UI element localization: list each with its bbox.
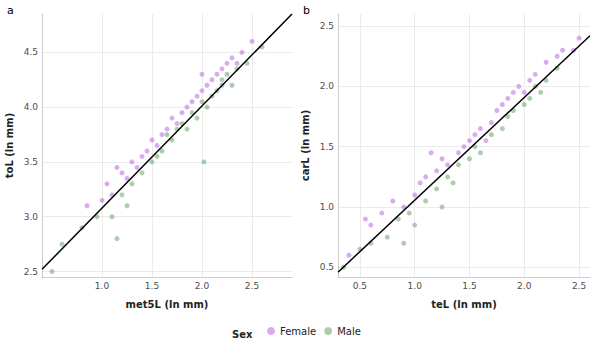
svg-text:1.0: 1.0 [408, 281, 423, 291]
svg-text:2.5: 2.5 [245, 281, 259, 291]
svg-text:Male: Male [337, 326, 361, 337]
svg-text:1.5: 1.5 [462, 281, 476, 291]
svg-text:1.0: 1.0 [95, 281, 110, 291]
svg-text:2.0: 2.0 [195, 281, 210, 291]
svg-text:2.5: 2.5 [572, 281, 586, 291]
svg-text:toL (ln mm): toL (ln mm) [4, 113, 15, 179]
svg-text:3.0: 3.0 [24, 212, 39, 222]
svg-text:Sex: Sex [232, 329, 253, 340]
svg-text:0.5: 0.5 [320, 262, 334, 272]
svg-text:4.0: 4.0 [24, 102, 39, 112]
svg-text:2.0: 2.0 [320, 81, 335, 91]
svg-text:Female: Female [280, 326, 316, 337]
svg-text:4.5: 4.5 [24, 47, 38, 57]
svg-text:b: b [303, 4, 310, 17]
svg-text:a: a [7, 4, 14, 17]
svg-text:3.5: 3.5 [24, 157, 38, 167]
svg-text:1.5: 1.5 [320, 142, 334, 152]
svg-text:met5L (ln mm): met5L (ln mm) [126, 299, 209, 310]
svg-text:1.5: 1.5 [145, 281, 159, 291]
svg-text:2.0: 2.0 [517, 281, 532, 291]
svg-text:carL (ln mm): carL (ln mm) [300, 110, 311, 181]
svg-text:2.5: 2.5 [24, 267, 38, 277]
svg-text:2.5: 2.5 [320, 21, 334, 31]
svg-text:0.5: 0.5 [353, 281, 367, 291]
svg-text:teL (ln mm): teL (ln mm) [431, 299, 496, 310]
svg-text:1.0: 1.0 [320, 202, 335, 212]
